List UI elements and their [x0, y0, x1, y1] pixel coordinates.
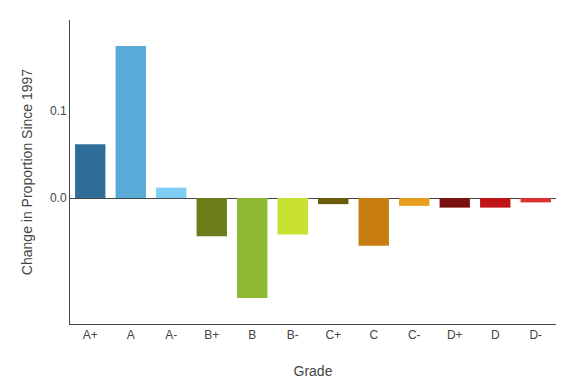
- svg-text:B+: B+: [204, 328, 219, 342]
- svg-text:D: D: [491, 328, 500, 342]
- svg-text:Change in Proportion Since 199: Change in Proportion Since 1997: [19, 69, 35, 275]
- svg-text:0.1: 0.1: [50, 104, 67, 118]
- svg-text:0.0: 0.0: [50, 191, 67, 205]
- svg-text:A+: A+: [83, 328, 98, 342]
- svg-text:D-: D-: [529, 328, 542, 342]
- svg-text:A-: A-: [165, 328, 177, 342]
- svg-text:A: A: [127, 328, 135, 342]
- svg-text:B: B: [248, 328, 256, 342]
- svg-text:D+: D+: [447, 328, 463, 342]
- svg-text:Grade: Grade: [294, 363, 333, 379]
- svg-text:C+: C+: [325, 328, 341, 342]
- svg-text:B-: B-: [287, 328, 299, 342]
- svg-text:C: C: [369, 328, 378, 342]
- svg-text:C-: C-: [408, 328, 421, 342]
